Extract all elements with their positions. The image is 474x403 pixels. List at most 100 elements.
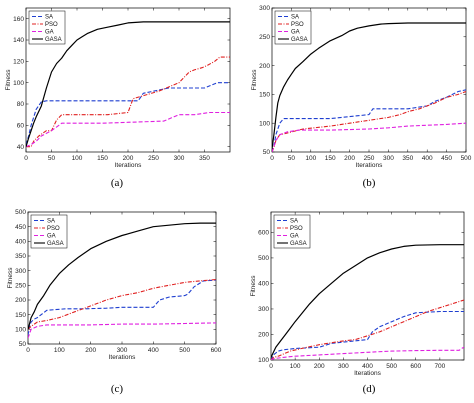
- x-tick-label: 400: [148, 347, 159, 354]
- series-line-ga: [271, 346, 464, 360]
- y-tick-label: 200: [258, 332, 269, 339]
- x-tick-label: 300: [383, 155, 394, 162]
- x-tick-label: 0: [24, 155, 28, 162]
- x-tick-label: 500: [386, 363, 397, 370]
- y-tick-label: 200: [15, 297, 26, 304]
- y-tick-label: 600: [258, 230, 269, 237]
- series-line-sa: [26, 82, 230, 145]
- series-line-sa: [271, 310, 464, 360]
- y-tick-label: 100: [13, 80, 24, 87]
- y-tick-label: 300: [258, 306, 269, 313]
- y-tick-label: 150: [15, 312, 26, 319]
- series-group: [272, 22, 466, 152]
- legend-label-pso: PSO: [45, 22, 58, 28]
- panel-caption: (a): [111, 177, 124, 189]
- legend-label-sa: SA: [45, 15, 53, 21]
- x-tick-label: 0: [270, 155, 274, 162]
- y-tick-label: 150: [259, 92, 270, 99]
- y-tick-label: 120: [13, 59, 24, 66]
- x-tick-label: 250: [148, 155, 159, 162]
- legend-label-ga: GA: [47, 234, 56, 240]
- y-tick-label: 60: [17, 123, 25, 130]
- series-group: [28, 222, 216, 339]
- x-tick-label: 250: [364, 155, 375, 162]
- legend-label-gasa: GASA: [45, 37, 62, 43]
- x-tick-label: 400: [422, 155, 433, 162]
- x-tick-label: 200: [85, 347, 96, 354]
- series-line-gasa: [272, 22, 466, 150]
- legend-label-pso: PSO: [290, 226, 303, 232]
- series-line-gasa: [26, 21, 230, 147]
- chart-panel-1: 40 60 80 100 120 140 160 0 50 100 150 200 250 300 350 I…: [5, 7, 231, 189]
- series-line-ga: [26, 111, 230, 148]
- legend-label-sa: SA: [47, 219, 55, 225]
- x-tick-label: 150: [325, 155, 336, 162]
- x-tick-label: 100: [54, 347, 65, 354]
- y-tick-label: 100: [258, 357, 269, 364]
- legend-label-pso: PSO: [291, 22, 304, 28]
- x-tick-label: 50: [48, 155, 56, 162]
- x-tick-label: 600: [410, 363, 421, 370]
- panel-caption: (c): [111, 383, 124, 395]
- x-tick-label: 500: [461, 155, 472, 162]
- y-axis-label: Fitness: [251, 69, 258, 91]
- legend-label-pso: PSO: [47, 226, 60, 232]
- legend-label-ga: GA: [45, 30, 54, 36]
- y-tick-label: 300: [259, 5, 270, 12]
- legend-label-ga: GA: [291, 30, 300, 36]
- chart-panel-3: 50 100 150 200 250 300 350 400 450 500 0 100 200 300 4…: [7, 209, 222, 395]
- y-tick-label: 100: [259, 120, 270, 127]
- x-tick-label: 100: [72, 155, 83, 162]
- legend-label-gasa: GASA: [290, 241, 307, 247]
- x-tick-label: 150: [97, 155, 108, 162]
- x-tick-label: 200: [123, 155, 134, 162]
- x-tick-label: 50: [288, 155, 296, 162]
- x-axis-label: Iterations: [115, 162, 142, 169]
- x-tick-label: 300: [117, 347, 128, 354]
- x-tick-label: 350: [199, 155, 210, 162]
- y-tick-label: 200: [259, 63, 270, 70]
- x-tick-label: 300: [338, 363, 349, 370]
- x-tick-label: 500: [179, 347, 190, 354]
- legend-label-sa: SA: [291, 15, 299, 21]
- y-axis-label: Fitness: [250, 275, 257, 297]
- series-line-sa: [272, 89, 466, 152]
- x-tick-label: 0: [269, 363, 273, 370]
- y-tick-label: 450: [15, 224, 26, 231]
- x-tick-label: 0: [26, 347, 30, 354]
- x-tick-label: 450: [441, 155, 452, 162]
- y-axis-label: Fitness: [7, 267, 14, 289]
- y-tick-label: 100: [15, 327, 26, 334]
- y-tick-label: 350: [15, 253, 26, 260]
- series-line-gasa: [28, 222, 216, 330]
- series-line-pso: [271, 299, 464, 360]
- x-tick-label: 350: [402, 155, 413, 162]
- y-tick-label: 80: [17, 101, 25, 108]
- series-group: [271, 244, 464, 360]
- y-tick-label: 140: [13, 37, 24, 44]
- y-tick-label: 160: [13, 16, 24, 23]
- x-tick-label: 200: [314, 363, 325, 370]
- series-line-ga: [28, 322, 216, 339]
- x-tick-label: 400: [362, 363, 373, 370]
- legend-label-ga: GA: [290, 234, 299, 240]
- panel-caption: (b): [363, 177, 376, 189]
- y-tick-label: 250: [259, 34, 270, 41]
- x-tick-label: 300: [174, 155, 185, 162]
- y-axis-label: Fitness: [5, 69, 12, 91]
- series-line-pso: [26, 56, 230, 148]
- x-tick-label: 100: [305, 155, 316, 162]
- y-tick-label: 50: [19, 341, 27, 348]
- x-tick-label: 700: [434, 363, 445, 370]
- legend-label-sa: SA: [290, 219, 298, 225]
- series-line-sa: [28, 279, 216, 336]
- y-tick-label: 500: [258, 255, 269, 262]
- series-group: [26, 21, 230, 148]
- y-tick-label: 500: [15, 209, 26, 216]
- legend-label-gasa: GASA: [47, 241, 64, 247]
- x-tick-label: 600: [211, 347, 222, 354]
